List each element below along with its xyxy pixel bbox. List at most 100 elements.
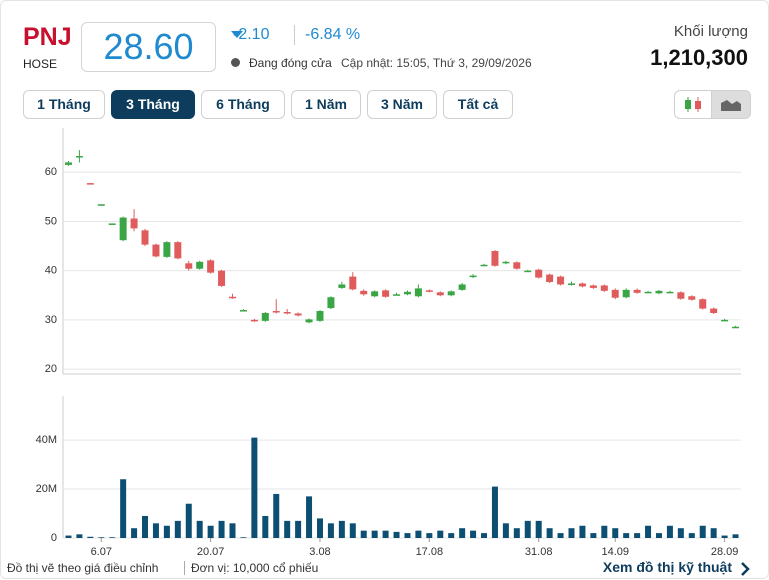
- candle-body: [207, 260, 215, 273]
- candle-body: [688, 296, 696, 300]
- candle-body: [75, 156, 83, 158]
- volume-bar: [666, 525, 673, 538]
- candle-body: [349, 276, 357, 290]
- candle-body: [480, 264, 488, 267]
- range-button[interactable]: 1 Năm: [291, 90, 361, 119]
- x-tick-label: 31.08: [525, 546, 553, 558]
- x-tick-label: 14.09: [601, 546, 629, 558]
- volume-bar: [196, 520, 203, 538]
- candle-body: [141, 230, 149, 245]
- change: -2.10: [233, 26, 270, 43]
- volume-bar: [251, 437, 258, 538]
- volume-bar: [295, 520, 302, 538]
- separator: [294, 25, 295, 45]
- updated: Cập nhật: 15:05, Thứ 3, 29/09/2026: [341, 56, 532, 70]
- volume-bar: [415, 530, 422, 538]
- area-toggle[interactable]: [711, 90, 751, 119]
- volume-bar: [65, 535, 72, 538]
- candle-body: [108, 223, 116, 225]
- volume-bar: [316, 518, 323, 538]
- volume-bar: [655, 533, 662, 538]
- volume-bar: [382, 530, 389, 538]
- volume-bar: [207, 525, 214, 538]
- price-box: 28.60: [81, 22, 216, 72]
- volume-bar: [557, 533, 564, 538]
- candle-body: [382, 290, 390, 297]
- candle-body: [710, 308, 718, 313]
- volume-bar: [645, 525, 652, 538]
- y-tick-label: 60: [45, 166, 57, 178]
- footnote: Đồ thị vẽ theo giá điều chỉnh: [7, 561, 159, 575]
- volume-bar: [98, 537, 105, 538]
- candle-body: [239, 310, 247, 312]
- exchange: HOSE: [23, 57, 58, 71]
- candle-body: [130, 218, 138, 229]
- volume-bar: [732, 534, 739, 538]
- volume-bar: [437, 530, 444, 538]
- range-button[interactable]: 1 Tháng: [23, 90, 105, 119]
- volume-bar: [524, 520, 531, 538]
- candle-body: [666, 291, 674, 294]
- volume-bar: [601, 525, 608, 538]
- candle-body: [119, 217, 127, 241]
- candle-body: [403, 291, 411, 295]
- y-tick-label: 50: [45, 215, 57, 227]
- range-button[interactable]: 3 Tháng: [111, 90, 195, 119]
- candle-body: [611, 289, 619, 298]
- range-button[interactable]: Tất cả: [443, 90, 513, 119]
- candle-body: [589, 285, 597, 288]
- volume-bar: [76, 534, 83, 538]
- volume-bar: [87, 536, 94, 538]
- y-tick-label: 30: [45, 314, 57, 326]
- candle-body: [152, 244, 160, 257]
- volume-bar: [109, 537, 116, 538]
- volume-tick-label: 20M: [36, 483, 57, 495]
- candle-body: [327, 297, 335, 309]
- candle-body: [644, 291, 652, 294]
- volume-bar: [546, 528, 553, 538]
- candle-body: [447, 291, 455, 296]
- candle-body: [578, 283, 586, 287]
- volume-bar: [579, 525, 586, 538]
- status-dot: [231, 58, 240, 67]
- volume-bar: [327, 523, 334, 538]
- x-tick-label: 6.07: [91, 546, 112, 558]
- volume-bar: [273, 493, 280, 538]
- volume-bar: [152, 523, 159, 538]
- candle-body: [677, 292, 685, 299]
- volume-bar: [491, 486, 498, 538]
- volume-bar: [470, 530, 477, 538]
- candle-body: [732, 326, 740, 329]
- volume-bar: [459, 528, 466, 538]
- volume-bar: [240, 537, 247, 538]
- symbol: PNJ: [23, 23, 72, 51]
- candle-body: [458, 284, 466, 290]
- candle-body: [305, 319, 313, 323]
- technical-link[interactable]: Xem đồ thị kỹ thuật: [602, 559, 732, 575]
- volume-bar: [360, 530, 367, 538]
- volume-bar: [262, 515, 269, 538]
- y-tick-label: 20: [45, 363, 57, 375]
- volume-bar: [513, 528, 520, 538]
- volume-bar: [426, 533, 433, 538]
- change-pct: -6.84 %: [305, 26, 361, 43]
- range-button[interactable]: 3 Năm: [367, 90, 437, 119]
- y-tick-label: 40: [45, 265, 57, 277]
- candle-body: [633, 289, 641, 293]
- unit-note: Đơn vị: 10,000 cổ phiếu: [191, 561, 319, 575]
- candle-body: [250, 319, 258, 322]
- candle-body: [360, 290, 368, 295]
- candle-body: [414, 288, 422, 297]
- candle-body: [163, 242, 171, 257]
- candle-body: [316, 311, 324, 321]
- status: Đang đóng cửa: [249, 56, 332, 70]
- candle-body: [218, 270, 226, 286]
- candle-body: [338, 284, 346, 288]
- candle-body: [721, 319, 729, 322]
- candle-body: [600, 285, 608, 291]
- volume-bar: [710, 528, 717, 538]
- x-tick-label: 17.08: [416, 546, 444, 558]
- candle-body: [524, 270, 532, 273]
- range-button[interactable]: 6 Tháng: [201, 90, 285, 119]
- volume-bar: [590, 533, 597, 538]
